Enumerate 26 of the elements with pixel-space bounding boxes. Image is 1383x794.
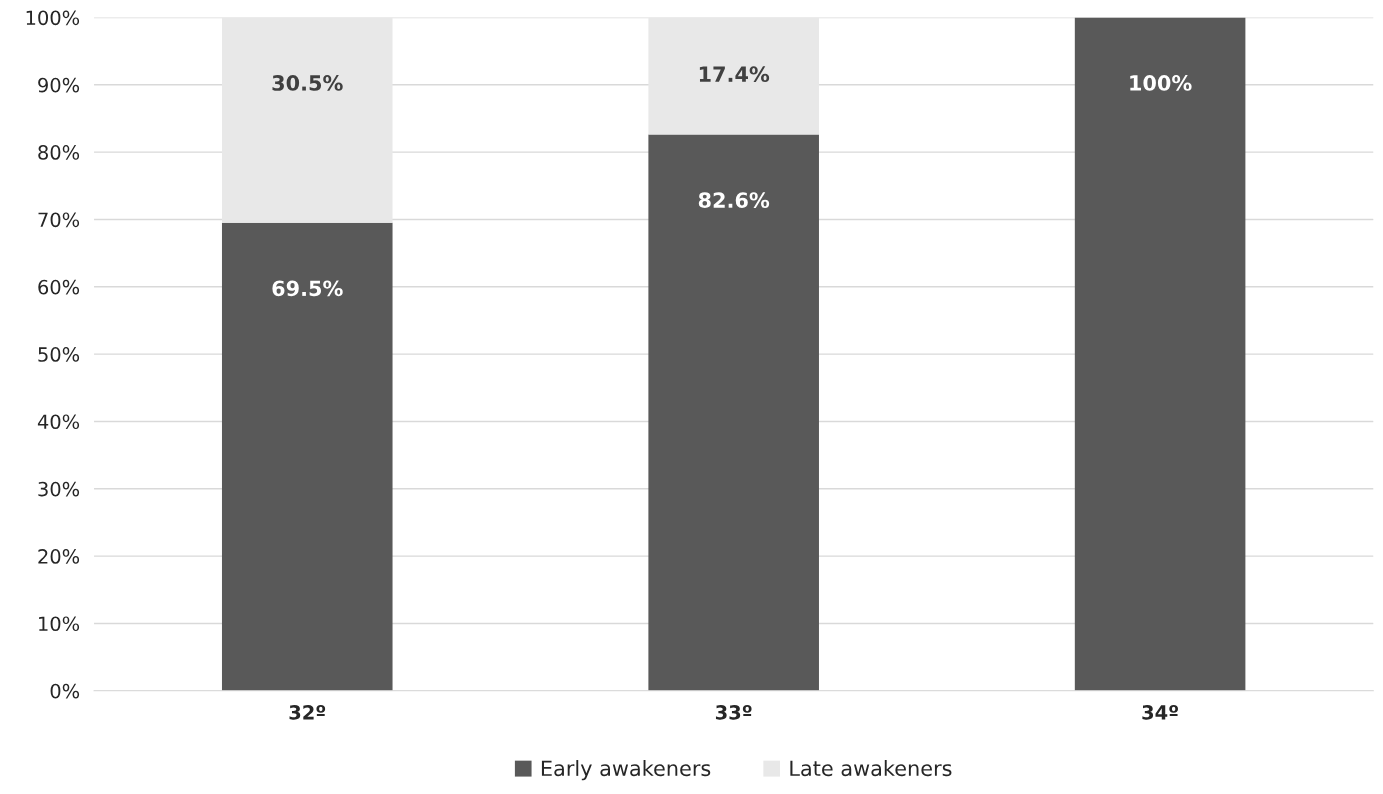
bar (648, 17, 819, 135)
y-tick-label: 80% (38, 145, 80, 160)
bar (221, 222, 393, 691)
data-label: 82.6% (698, 192, 770, 208)
data-label: 100% (1130, 75, 1192, 91)
y-tick-label: 70% (38, 212, 80, 228)
legend-label: Early awakeners (541, 760, 711, 781)
y-tick-label: 10% (39, 616, 80, 632)
y-tick-label: 0% (50, 683, 80, 699)
y-tick-label: 30% (38, 481, 80, 497)
bar (648, 134, 819, 691)
y-tick-label: 40% (37, 414, 80, 430)
y-tick-label: 50% (38, 347, 80, 362)
bar (1074, 17, 1246, 691)
y-tick-label: 60% (38, 279, 80, 295)
y-tick-label: 20% (38, 549, 80, 564)
y-tick-label: 90% (38, 77, 80, 93)
x-tick-label: 34º (1142, 705, 1179, 720)
data-label: 17.4% (699, 66, 770, 83)
data-label: 30.5% (272, 75, 343, 91)
y-tick-label: 100% (26, 10, 80, 26)
bar (221, 17, 393, 223)
data-label: 69.5% (272, 280, 343, 297)
x-tick-label: 33º (715, 705, 752, 720)
x-tick-label: 32º (289, 705, 326, 720)
legend-label: Late awakeners (790, 760, 952, 777)
